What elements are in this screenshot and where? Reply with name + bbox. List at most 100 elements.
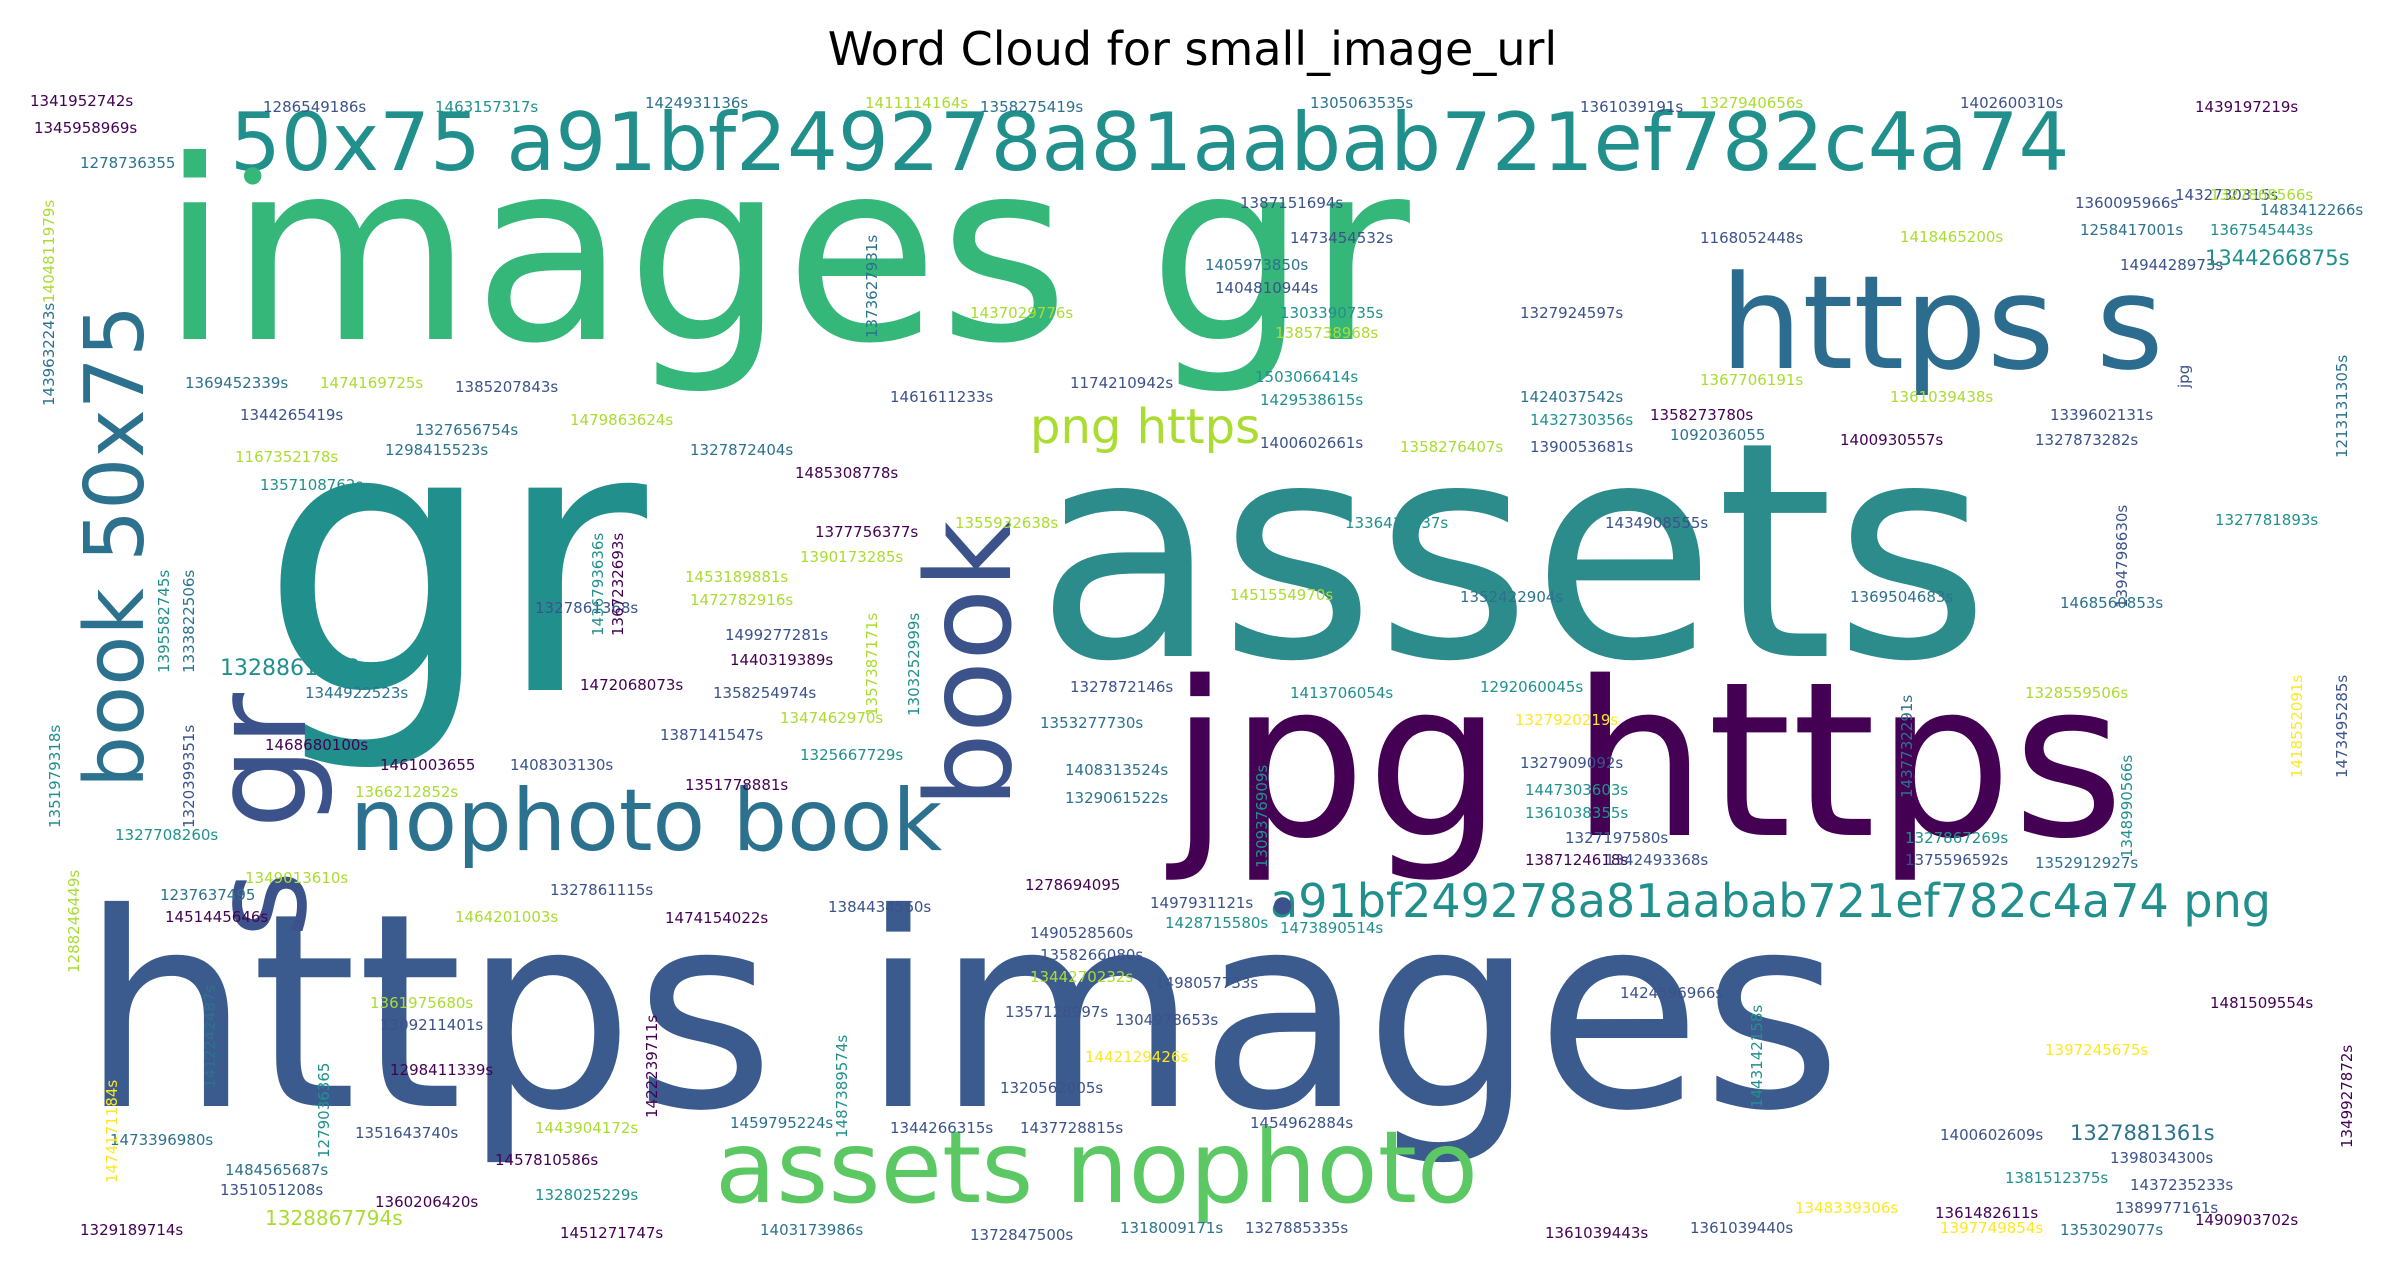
word-png-https: png https: [1030, 399, 1261, 455]
small-word-vertical: 1279036365: [315, 1062, 333, 1158]
small-word: 1437029776s: [970, 304, 1074, 322]
small-word: 1167352178s: [235, 448, 339, 466]
word-jpg-https: jpg https: [1170, 635, 2125, 886]
small-word-vertical: 1443142158s: [1748, 1004, 1766, 1108]
small-word: 1305063535s: [1310, 94, 1414, 112]
small-word: 1361975680s: [370, 994, 474, 1012]
small-word: 1434908555s: [1605, 514, 1709, 532]
small-word: 1327872146s: [1070, 678, 1174, 696]
small-word: 1344922523s: [305, 684, 409, 702]
small-word-vertical: 1357387171s: [863, 612, 881, 716]
small-word-vertical: 1303252999s: [905, 612, 923, 716]
small-word: 1358273780s: [1650, 406, 1754, 424]
small-word: 1473890514s: [1280, 919, 1384, 937]
small-word: 1428715580s: [1165, 914, 1269, 932]
small-word: 1439197219s: [2195, 98, 2299, 116]
small-word-vertical: 1288246449s: [65, 869, 83, 973]
small-word: 1397245675s: [2045, 1041, 2149, 1059]
small-word: 1336418837s: [1345, 514, 1449, 532]
small-word: 1390173285s: [800, 548, 904, 566]
small-word: 1237637495: [160, 886, 256, 904]
word-dot-1: •: [235, 143, 271, 213]
small-word: 1429538615s: [1260, 391, 1364, 409]
small-word: 1327708260s: [115, 826, 219, 844]
small-word-vertical: 1395582745s: [155, 569, 173, 673]
word-book: book: [900, 520, 1038, 808]
small-word: 1411114164s: [865, 94, 969, 112]
small-word: 1459795224s: [730, 1114, 834, 1132]
small-word: 1473396980s: [110, 1131, 214, 1149]
small-word: 1387124618s: [1525, 851, 1629, 869]
small-word: 1344266875s: [2205, 246, 2350, 270]
small-word-vertical: 1418552091s: [2288, 674, 2306, 778]
small-word: 1453189881s: [685, 568, 789, 586]
small-word: 1355932638s: [955, 514, 1059, 532]
small-word-vertical: 1487389574s: [833, 1034, 851, 1138]
small-word: 1357108762s: [260, 476, 364, 494]
small-word: 1384434560s: [828, 898, 932, 916]
small-word: 1474169725s: [320, 374, 424, 392]
small-word: 1341952742s: [30, 92, 134, 110]
small-word: 1451554970s: [1230, 586, 1334, 604]
word-gr: gr: [260, 348, 647, 778]
small-word: 1361039440s: [1690, 1219, 1794, 1237]
small-word: 1387141547s: [660, 726, 764, 744]
small-word: 1437728815s: [1020, 1119, 1124, 1137]
small-word: 1344266315s: [890, 1119, 994, 1137]
small-word-vertical: 1373627931s: [863, 234, 881, 338]
word-assets-nophoto: assets nophoto: [715, 1109, 1479, 1226]
small-word: 1361039191s: [1580, 98, 1684, 116]
small-word: 1349013610s: [245, 869, 349, 887]
small-word: 1398034300s: [2110, 1149, 2214, 1167]
small-word: 1497931121s: [1150, 894, 1254, 912]
small-word: 1499277281s: [725, 626, 829, 644]
small-word: 1327868566s: [2210, 186, 2314, 204]
small-word: 1358275419s: [980, 98, 1084, 116]
small-word: 1389977161s: [2115, 1199, 2219, 1217]
small-word-vertical: 1320399351s: [180, 724, 198, 828]
small-word: 1472068073s: [580, 676, 684, 694]
small-word-vertical: 1422239711s: [643, 1014, 661, 1118]
small-word: 1352422904s: [1460, 588, 1564, 606]
small-word: 1303390735s: [1280, 304, 1384, 322]
small-word: 1327873282s: [2035, 431, 2139, 449]
small-word: 1375596592s: [1905, 851, 2009, 869]
word-nophoto-book: nophoto book: [350, 771, 943, 871]
small-word: 1348339306s: [1795, 1199, 1899, 1217]
small-word: 1432730315s: [2175, 186, 2279, 204]
small-word: 1327781893s: [2215, 511, 2319, 529]
small-word: 1490903702s: [2195, 1211, 2299, 1229]
small-word: 1454962884s: [1250, 1114, 1354, 1132]
small-word: 1361038355s: [1525, 804, 1629, 822]
small-word: 1327909092s: [1520, 754, 1624, 772]
small-word: 1464201003s: [455, 908, 559, 926]
small-word-vertical: 1213131305s: [2333, 354, 2351, 458]
small-word: 1424037542s: [1520, 388, 1624, 406]
small-word: 1400602661s: [1260, 434, 1364, 452]
small-word: 1381512375s: [2005, 1169, 2109, 1187]
chart-title: Word Cloud for small_image_url: [827, 22, 1558, 76]
small-word: 1327197580s: [1565, 829, 1669, 847]
small-word: 1342493368s: [1605, 851, 1709, 869]
small-word-vertical: 1367232693s: [609, 532, 627, 636]
small-word: 1404810944s: [1215, 279, 1319, 297]
small-word: 1385207843s: [455, 378, 559, 396]
small-word: 1408303130s: [510, 756, 614, 774]
small-word-vertical: 1351979318s: [46, 724, 64, 828]
small-word: 1358266080s: [1040, 946, 1144, 964]
small-word: 1327940656s: [1700, 94, 1804, 112]
small-word: 1361482611s: [1935, 1204, 2039, 1222]
small-word: 1451271747s: [560, 1224, 664, 1242]
small-word-vertical: 1309376909s: [1253, 764, 1271, 868]
small-word: 1329061522s: [1065, 789, 1169, 807]
small-word: 1367545443s: [2210, 221, 2314, 239]
small-word: 1447303603s: [1525, 781, 1629, 799]
word-images-gr: images gr: [160, 107, 1410, 398]
small-word: 1320562005s: [1000, 1079, 1104, 1097]
small-word: 1353029077s: [2060, 1221, 2164, 1239]
small-word: 1443904172s: [535, 1119, 639, 1137]
word-50x75-hash: 50x75 a91bf249278a81aabab721ef782c4a74: [230, 96, 2070, 189]
small-word: 1424931136s: [645, 94, 749, 112]
small-word: 1503066414s: [1255, 368, 1359, 386]
small-word: 1490528560s: [1030, 924, 1134, 942]
